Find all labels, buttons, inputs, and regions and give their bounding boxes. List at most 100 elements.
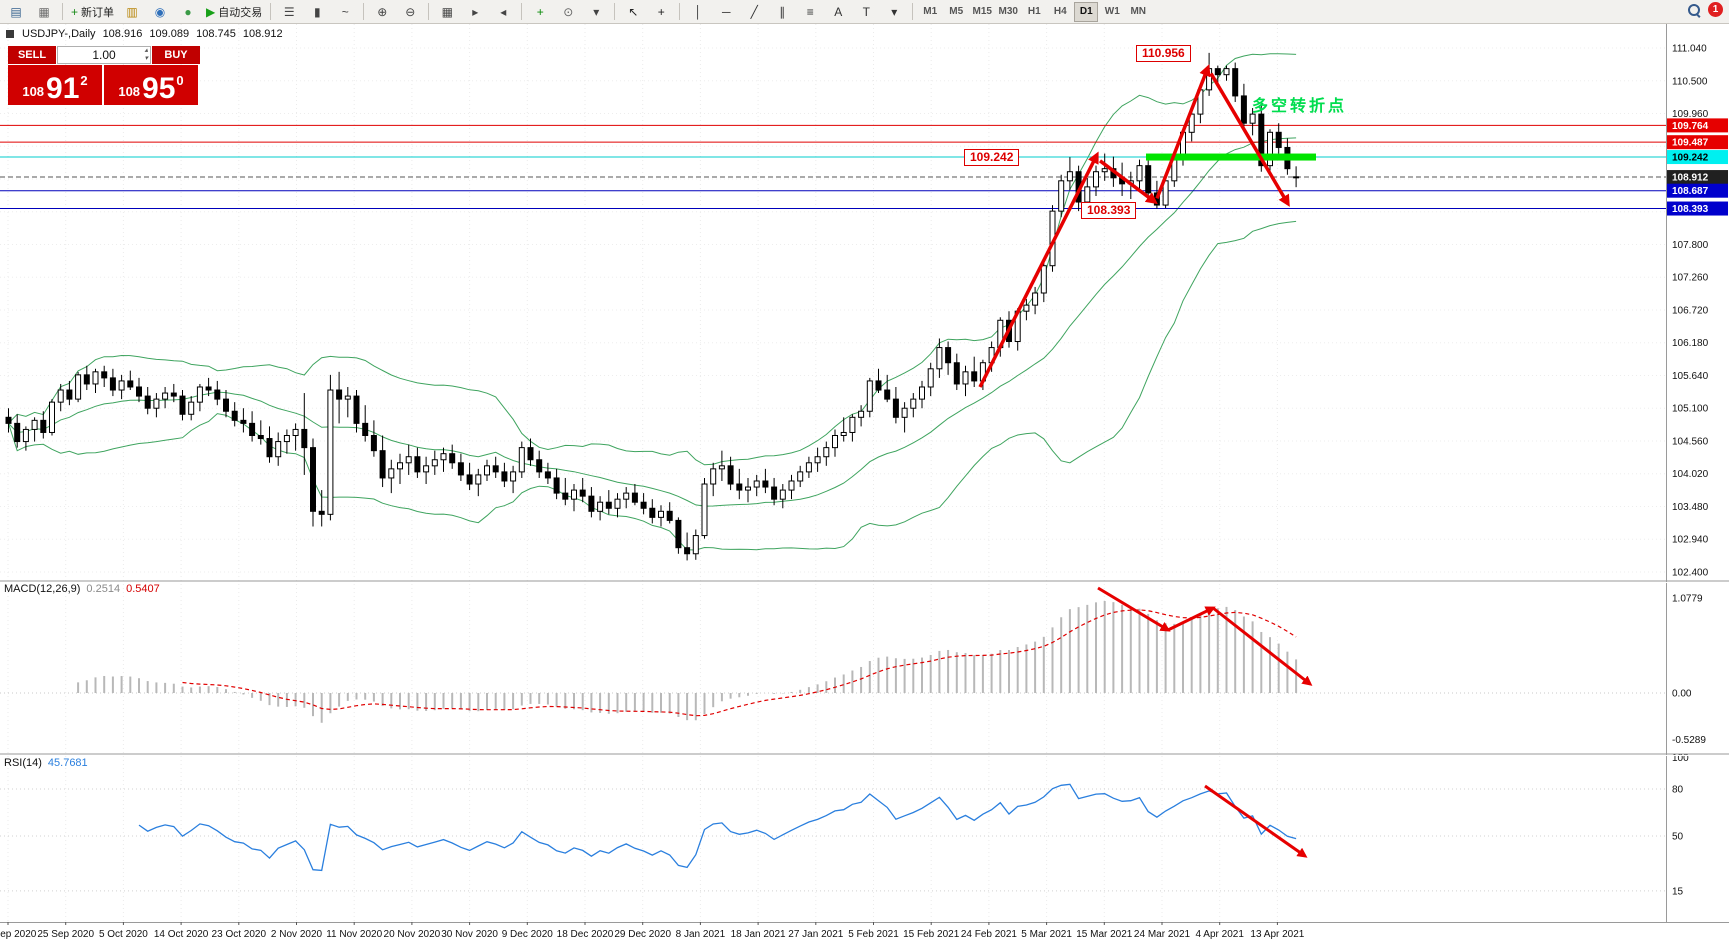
new-order-button[interactable]: + 新订单: [68, 1, 117, 23]
tile-windows-icon[interactable]: ▦: [434, 1, 460, 23]
horizontal-line-icon[interactable]: ─: [713, 1, 739, 23]
history-center-icon[interactable]: ◉: [147, 1, 173, 23]
svg-text:102.400: 102.400: [1672, 567, 1709, 578]
chart-templates-icon: ▥: [126, 4, 138, 19]
toolbar-separator: [521, 3, 523, 20]
timeframe-h4[interactable]: H4: [1053, 6, 1067, 17]
timeframe-mn[interactable]: MN: [1130, 6, 1147, 17]
timeframe-m5[interactable]: M5: [949, 6, 964, 17]
timeframe-d1[interactable]: D1: [1074, 1, 1099, 22]
vertical-line-icon[interactable]: │: [685, 1, 711, 23]
toolbar-separator: [679, 3, 681, 20]
charts-window-icon[interactable]: ▤: [3, 1, 29, 23]
new-order-button-label: 新订单: [81, 6, 115, 19]
zoom-in-icon[interactable]: ⊕: [369, 1, 395, 23]
svg-text:1.0779: 1.0779: [1672, 594, 1703, 605]
svg-text:30 Nov 2020: 30 Nov 2020: [441, 929, 498, 940]
line-chart-mode-icon[interactable]: ~: [332, 1, 358, 23]
ohlc-close: 108.912: [242, 28, 283, 40]
tile-windows-icon: ▦: [441, 4, 453, 19]
volume-value: 1.00: [92, 48, 116, 62]
svg-text:5 Feb 2021: 5 Feb 2021: [848, 929, 899, 940]
toolbar: ▤ ▦ + 新订单 ▥ ◉ ● ▶ 自动交易 ☰ ▮ ~ ⊕ ⊖ ▦ ▸ ◂ + ⊙ ▾ ↖ + │ ─ ╱ ∥ ≡ A T ▾ M1 M5 M…: [0, 0, 1729, 24]
chart-shift-icon: ◂: [500, 4, 507, 19]
timeframe-w1[interactable]: W1: [1104, 6, 1120, 17]
pivot-point-text[interactable]: 多空转折点: [1252, 98, 1348, 115]
cursor-icon[interactable]: ↖: [620, 1, 646, 23]
period-presets-icon[interactable]: ⊙: [555, 1, 581, 23]
svg-text:0.00: 0.00: [1672, 689, 1692, 700]
auto-trading-button[interactable]: ▶ 自动交易: [203, 1, 265, 23]
zoom-out-icon: ⊖: [405, 4, 416, 19]
chart-templates-icon[interactable]: ▥: [119, 1, 145, 23]
timeframe-m30[interactable]: M30: [998, 6, 1018, 17]
svg-text:102.940: 102.940: [1672, 535, 1709, 546]
crosshair-icon[interactable]: +: [648, 1, 674, 23]
text-label-icon[interactable]: A: [825, 1, 851, 23]
buy-button[interactable]: BUY: [152, 46, 200, 64]
zoom-in-icon: ⊕: [377, 4, 388, 19]
svg-text:109.764: 109.764: [1672, 121, 1709, 132]
svg-text:108.912: 108.912: [1672, 173, 1709, 184]
timeframe-m1[interactable]: M1: [923, 6, 938, 17]
chart-canvas[interactable]: 111.040 110.500 109.960 107.800 107.260 106.7…: [0, 24, 1729, 946]
price-annotation-support[interactable]: 109.242: [964, 149, 1020, 166]
volume-field[interactable]: 1.00 ▴ ▾: [57, 46, 151, 64]
svg-text:104.560: 104.560: [1672, 436, 1709, 447]
toolbar-separator: [428, 3, 430, 20]
svg-text:103.480: 103.480: [1672, 502, 1709, 513]
timeframe-h1[interactable]: H1: [1027, 6, 1041, 17]
price-annotation-low[interactable]: 108.393: [1081, 202, 1137, 219]
line-chart-mode-icon: ~: [341, 4, 349, 19]
text-label-icon: A: [834, 4, 843, 19]
channel-icon[interactable]: ∥: [769, 1, 795, 23]
svg-text:27 Jan 2021: 27 Jan 2021: [788, 929, 843, 940]
trendline-icon[interactable]: ╱: [741, 1, 767, 23]
candlestick-mode-icon[interactable]: ▮: [304, 1, 330, 23]
price-scale-labels: 111.040 110.500 109.960 107.800 107.260 106.7…: [1672, 44, 1709, 898]
templates-dropdown-icon[interactable]: ▾: [583, 1, 609, 23]
svg-text:110.500: 110.500: [1672, 76, 1708, 87]
market-watch-icon: ▦: [38, 4, 50, 19]
buy-price[interactable]: 108 95 0: [104, 65, 198, 105]
sell-button[interactable]: SELL: [8, 46, 56, 64]
support-zone-bar[interactable]: [1146, 153, 1316, 161]
sell-price[interactable]: 108 91 2: [8, 65, 102, 105]
vertical-line-icon: │: [694, 4, 703, 19]
charts-window-icon: ▤: [10, 4, 22, 19]
price-badges: 109.764 109.487 109.242 108.912 108.687 108.3…: [1667, 118, 1728, 216]
macd-arrows[interactable]: [1097, 586, 1313, 686]
history-center-icon: ◉: [154, 4, 166, 19]
chart-shift-icon[interactable]: ◂: [490, 1, 516, 23]
trend-arrows[interactable]: [978, 64, 1290, 388]
svg-text:50: 50: [1672, 832, 1684, 843]
price-annotation-peak[interactable]: 110.956: [1136, 45, 1191, 62]
svg-text:108.687: 108.687: [1672, 186, 1709, 197]
volume-stepper[interactable]: ▴ ▾: [144, 47, 148, 62]
svg-text:106.720: 106.720: [1672, 305, 1709, 316]
notifications-icon[interactable]: ●: [175, 1, 201, 23]
indicators-button[interactable]: +: [527, 1, 553, 23]
auto-scroll-icon[interactable]: ▸: [462, 1, 488, 23]
svg-text:15 Feb 2021: 15 Feb 2021: [903, 929, 960, 940]
symbol-name: USDJPY-,Daily: [22, 28, 96, 40]
rsi-arrow[interactable]: [1204, 784, 1308, 858]
svg-text:24 Feb 2021: 24 Feb 2021: [961, 929, 1018, 940]
market-watch-icon[interactable]: ▦: [31, 1, 57, 23]
trendline-icon: ╱: [750, 4, 758, 19]
arrows-tool-icon[interactable]: T: [853, 1, 879, 23]
grid-lines: [0, 24, 1666, 922]
shapes-dropdown-icon[interactable]: ▾: [881, 1, 907, 23]
notifications-icon: ●: [184, 4, 192, 19]
search-icon[interactable]: [1688, 3, 1700, 16]
timeframe-m15[interactable]: M15: [972, 6, 992, 17]
svg-text:107.800: 107.800: [1672, 240, 1709, 251]
horizontal-lines[interactable]: [0, 124, 1666, 210]
toolbar-separator: [363, 3, 365, 20]
bar-chart-mode-icon[interactable]: ☰: [276, 1, 302, 23]
fibonacci-icon[interactable]: ≡: [797, 1, 823, 23]
svg-text:109.960: 109.960: [1672, 109, 1709, 120]
notification-badge[interactable]: 1: [1708, 2, 1723, 17]
zoom-out-icon[interactable]: ⊖: [397, 1, 423, 23]
